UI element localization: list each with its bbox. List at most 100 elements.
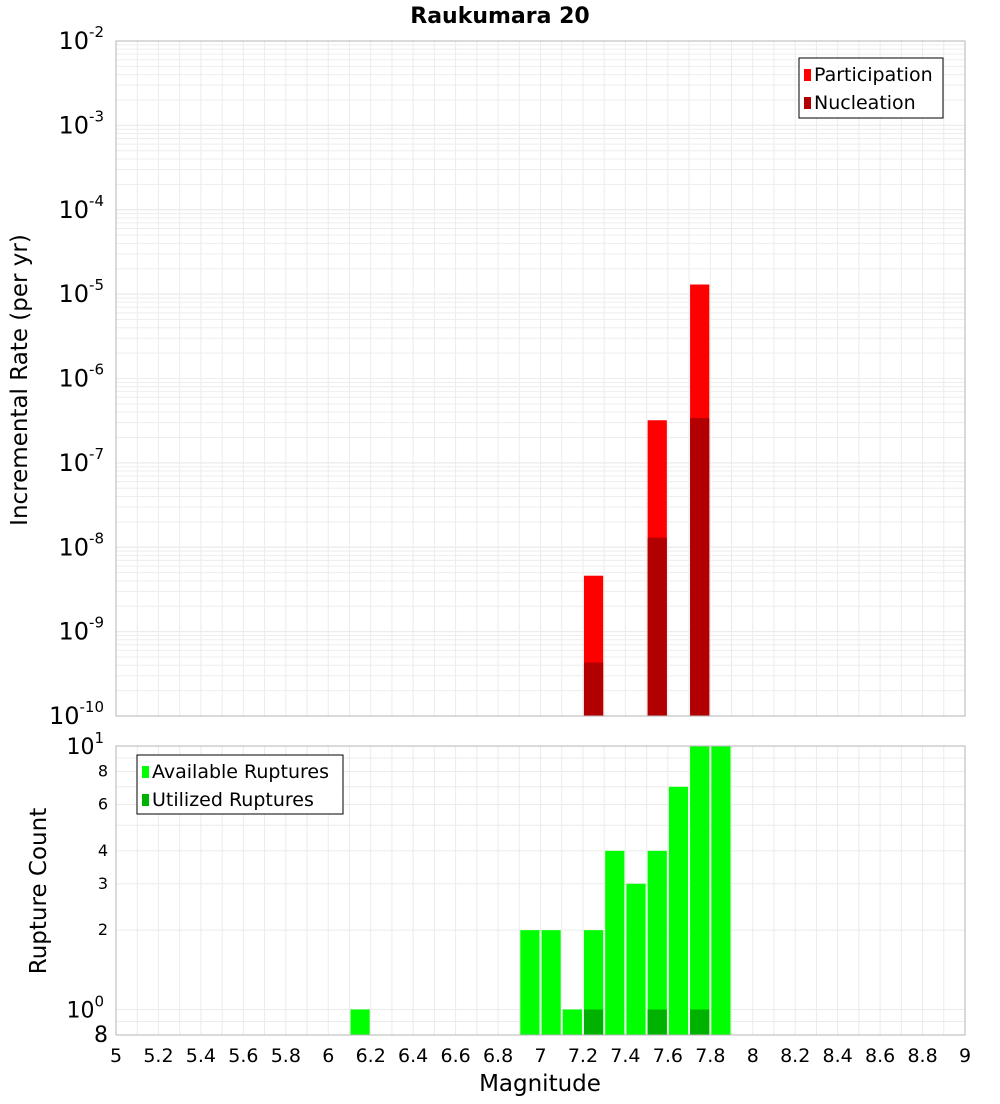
available-ruptures-bars: [350, 746, 731, 1035]
legend-swatch: [142, 794, 149, 806]
top-legend: Participation Nucleation: [798, 57, 944, 119]
x-tick-label: 8: [747, 1045, 759, 1067]
legend-label: Available Ruptures: [152, 761, 329, 783]
top-plot-border: [115, 40, 966, 717]
x-tick-label: 8.2: [780, 1045, 810, 1067]
tick-exponent: -6: [89, 361, 104, 379]
x-tick-label: 5.4: [186, 1045, 216, 1067]
legend-label: Participation: [814, 64, 933, 86]
tick-base: 4: [98, 841, 108, 860]
x-tick-label: 8.8: [907, 1045, 937, 1067]
legend-swatch: [804, 69, 811, 81]
tick-base: 10: [66, 998, 94, 1023]
available-ruptures-bar: [647, 850, 667, 1035]
y-tick-label: 3: [98, 874, 108, 893]
y-tick-label: 4: [98, 841, 108, 860]
tick-base: 10: [58, 618, 89, 646]
x-tick-label: 8.4: [823, 1045, 853, 1067]
available-ruptures-bar: [690, 746, 710, 1035]
legend-swatch: [804, 97, 811, 109]
tick-exponent: 1: [94, 729, 104, 747]
utilized-ruptures-bar: [583, 1009, 604, 1035]
tick-base: 3: [98, 874, 108, 893]
y-tick-label: 10-10: [49, 698, 104, 730]
x-tick-label: 6.2: [356, 1045, 386, 1067]
tick-base: 10: [58, 365, 89, 393]
x-tick-label: 5.8: [271, 1045, 301, 1067]
available-ruptures-bar: [562, 1009, 582, 1035]
tick-base: 2: [98, 920, 108, 939]
top-y-axis-label: Incremental Rate (per yr): [7, 234, 33, 526]
x-tick-label: 7.2: [568, 1045, 598, 1067]
available-ruptures-bar: [520, 930, 540, 1035]
x-tick-label: 5.6: [228, 1045, 258, 1067]
x-tick-label: 5.2: [143, 1045, 173, 1067]
tick-base: 10: [66, 735, 94, 760]
available-ruptures-bar: [350, 1009, 370, 1035]
y-tick-label: 101: [66, 729, 104, 760]
available-ruptures-bar: [711, 746, 731, 1035]
top-y-tick-labels: 10-210-310-410-510-610-710-810-910-10: [49, 23, 104, 730]
x-tick-label: 6.8: [483, 1045, 513, 1067]
y-tick-label: 10-5: [58, 276, 104, 308]
y-tick-label: 8: [94, 1023, 108, 1048]
tick-exponent: -10: [80, 698, 105, 716]
legend-swatch: [142, 766, 149, 778]
y-tick-label: 8: [98, 762, 108, 781]
bottom-plot-border: [115, 745, 966, 1036]
tick-base: 10: [58, 196, 89, 224]
y-tick-label: 10-4: [58, 192, 104, 224]
x-tick-label: 6.4: [398, 1045, 428, 1067]
tick-base: 10: [58, 280, 89, 308]
x-axis-label: Magnitude: [479, 1071, 601, 1097]
x-tick-label: 5: [110, 1045, 122, 1067]
available-ruptures-bar: [541, 930, 561, 1035]
bottom-vertical-grid: [136, 746, 966, 1035]
legend-label: Nucleation: [814, 92, 916, 114]
y-tick-label: 10-2: [58, 23, 104, 55]
x-tick-label: 9: [959, 1045, 971, 1067]
tick-exponent: -5: [89, 276, 104, 294]
legend-label: Utilized Ruptures: [152, 789, 314, 811]
y-tick-label: 10-6: [58, 361, 104, 393]
y-tick-label: 6: [98, 794, 108, 813]
nucleation-bar: [647, 537, 667, 716]
tick-base: 10: [49, 702, 80, 730]
tick-exponent: -9: [89, 614, 104, 632]
utilized-ruptures-bars: [583, 1009, 710, 1035]
top-horizontal-grid: [116, 40, 965, 692]
legend-frame: [798, 57, 944, 119]
y-tick-label: 10-9: [58, 614, 104, 646]
x-tick-label: 7.6: [653, 1045, 683, 1067]
nucleation-bar: [690, 418, 710, 716]
y-tick-label: 10-7: [58, 445, 104, 477]
tick-base: 10: [58, 449, 89, 477]
nucleation-bar: [583, 662, 604, 716]
available-ruptures-bar: [583, 930, 604, 1035]
available-ruptures-bar: [605, 850, 625, 1035]
bottom-legend: Available Ruptures Utilized Ruptures: [136, 754, 344, 815]
tick-exponent: -3: [89, 107, 104, 125]
x-tick-label: 6.6: [440, 1045, 470, 1067]
tick-base: 8: [94, 1023, 108, 1048]
utilized-ruptures-bar: [690, 1009, 710, 1035]
tick-exponent: -7: [89, 445, 104, 463]
y-tick-label: 10-3: [58, 107, 104, 139]
x-tick-label: 8.6: [865, 1045, 895, 1067]
tick-base: 6: [98, 794, 108, 813]
bottom-y-axis-label: Rupture Count: [26, 808, 52, 974]
legend-frame: [136, 754, 344, 815]
tick-base: 10: [58, 533, 89, 561]
x-tick-label: 7.8: [695, 1045, 725, 1067]
tick-base: 8: [98, 762, 108, 781]
y-tick-label: 100: [66, 992, 104, 1023]
x-tick-labels: 5 5.2 5.4 5.6 5.8 6 6.2 6.4 6.6 6.8 7 7.2 7.4 7.6 7.8 8…: [110, 1045, 971, 1067]
x-tick-label: 7.4: [610, 1045, 640, 1067]
tick-exponent: -2: [89, 23, 104, 41]
tick-exponent: -4: [89, 192, 104, 210]
x-tick-label: 7: [534, 1045, 546, 1067]
tick-base: 10: [58, 111, 89, 139]
